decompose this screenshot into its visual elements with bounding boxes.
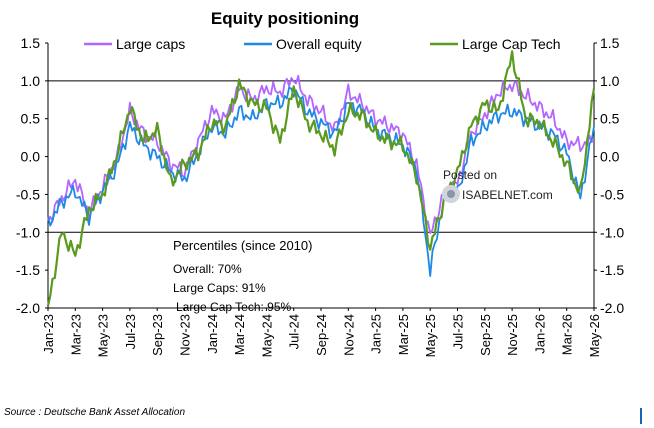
y-tick-label-right: -1.5	[600, 262, 624, 278]
y-tick-label-left: -2.0	[16, 300, 40, 316]
percentile-large-cap-tech: Large Cap Tech: 95%	[176, 300, 292, 314]
edge-marker	[640, 408, 642, 424]
x-tick-label: Jul-25	[451, 314, 466, 349]
annotations: Percentiles (since 2010) Overall: 70% La…	[173, 168, 553, 314]
series-line-large-caps	[47, 74, 595, 235]
x-tick-label: Jul-23	[123, 314, 138, 349]
series-line-overall-equity	[47, 86, 595, 277]
x-tick-label: Nov-24	[341, 314, 356, 356]
x-tick-label: Sep-23	[150, 314, 165, 356]
y-tick-label-left: 1.0	[21, 73, 41, 89]
x-tick-label: Sep-25	[478, 314, 493, 356]
x-tick-label: Jan-24	[205, 314, 220, 354]
series-line-large-cap-tech	[46, 50, 596, 307]
x-tick-label: May-26	[587, 314, 602, 357]
legend-label-2: Large Cap Tech	[462, 36, 561, 52]
y-tick-label-right: -2.0	[600, 300, 624, 316]
y-tick-label-left: 1.5	[21, 35, 41, 51]
isabelnet-logo-icon-inner	[447, 190, 455, 198]
series-lines	[46, 50, 596, 307]
x-tick-label: May-24	[259, 314, 274, 357]
x-tick-label: Jul-24	[287, 314, 302, 349]
axes: 1.5 1.5 1.0 1.0 0.5 0.5 0.0 0.0 -0.5 -0.5 -1.0 -1.0…	[16, 35, 624, 357]
x-tick-label: Jan-25	[369, 314, 384, 354]
x-tick-label: Mar-26	[560, 314, 575, 355]
x-tick-label: Mar-25	[396, 314, 411, 355]
x-tick-label: May-25	[423, 314, 438, 357]
percentiles-title: Percentiles (since 2010)	[173, 238, 312, 253]
x-tick-label: Jan-26	[532, 314, 547, 354]
x-tick-label: Mar-23	[68, 314, 83, 355]
y-tick-label-left: -1.5	[16, 262, 40, 278]
y-tick-label-right: -1.0	[600, 224, 624, 240]
y-tick-label-right: -0.5	[600, 186, 624, 202]
watermark: Posted on ISABELNET.com	[442, 168, 553, 203]
x-tick-label: May-23	[96, 314, 111, 357]
chart-title: Equity positioning	[211, 9, 359, 28]
source-note: Source : Deutsche Bank Asset Allocation	[4, 407, 186, 418]
percentile-large-caps: Large Caps: 91%	[173, 281, 266, 295]
y-tick-label-left: -0.5	[16, 186, 40, 202]
x-tick-label: Jan-23	[41, 314, 56, 354]
y-tick-label-left: 0.0	[21, 149, 41, 165]
legend: Large caps Overall equity Large Cap Tech	[84, 36, 561, 52]
watermark-site: ISABELNET.com	[462, 188, 553, 202]
x-tick-label: Mar-24	[232, 314, 247, 355]
percentile-overall: Overall: 70%	[173, 262, 242, 276]
y-tick-label-right: 1.0	[600, 73, 620, 89]
legend-label-0: Large caps	[116, 36, 185, 52]
y-tick-label-left: 0.5	[21, 111, 41, 127]
y-tick-label-right: 0.5	[600, 111, 620, 127]
y-tick-label-right: 1.5	[600, 35, 620, 51]
legend-label-1: Overall equity	[276, 36, 362, 52]
x-tick-label: Nov-25	[505, 314, 520, 356]
x-tick-label: Nov-23	[178, 314, 193, 356]
x-tick-label: Sep-24	[314, 314, 329, 356]
y-tick-label-right: 0.0	[600, 149, 620, 165]
y-tick-label-left: -1.0	[16, 224, 40, 240]
watermark-posted-on: Posted on	[443, 168, 497, 182]
